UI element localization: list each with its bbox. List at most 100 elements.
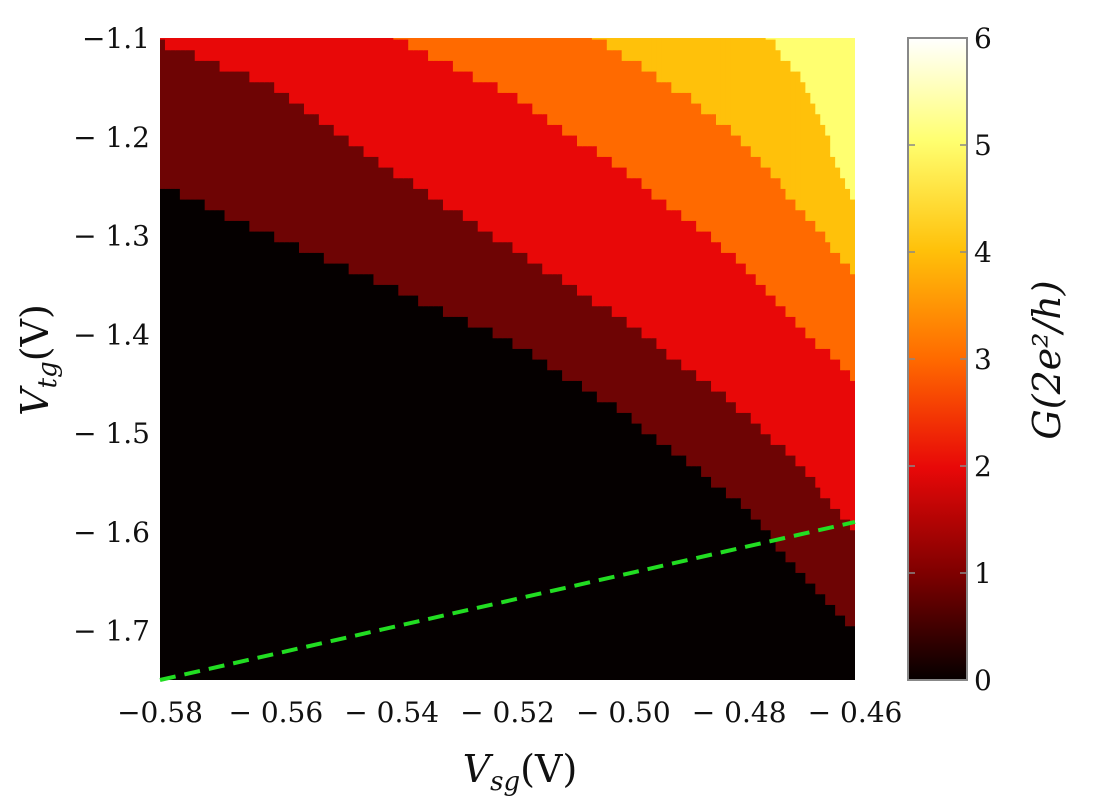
heatmap-cell-G3 (492, 38, 499, 83)
heatmap-cell-G3 (567, 38, 573, 136)
heatmap-cell-G2 (522, 38, 528, 253)
heatmap-cell-G1 (343, 38, 350, 264)
heatmap-cell-G2 (572, 38, 578, 285)
heatmap-cell-G1 (160, 38, 166, 189)
heatmap-cell-G4 (696, 38, 702, 104)
heatmap-cell-G1 (264, 38, 270, 232)
heatmap-cell-G2 (254, 38, 260, 83)
heatmap-cell-G1 (174, 38, 181, 189)
heatmap-cell-G2 (368, 38, 375, 157)
heatmap-cell-G1 (239, 38, 245, 221)
heatmap-cell-G3 (696, 38, 702, 232)
heatmap-cells (160, 38, 855, 627)
heatmap-cell-G2 (502, 38, 509, 243)
colorbar-tick-label: 5 (974, 129, 992, 162)
heatmap-cell-G2 (234, 38, 241, 72)
x-tick-label: − 0.46 (808, 696, 903, 729)
heatmap-cell-G1 (289, 38, 295, 243)
heatmap-cell-G2 (393, 38, 399, 179)
heatmap-cell-G4 (780, 38, 787, 189)
heatmap-cell-G4 (765, 38, 772, 168)
heatmap-cell-G2 (482, 38, 489, 232)
heatmap-cell-G2 (408, 38, 414, 179)
heatmap-cell-G4 (626, 38, 633, 61)
heatmap-cell-G3 (616, 38, 623, 168)
heatmap-cell-G4 (591, 38, 598, 40)
heatmap-cell-G2 (542, 38, 548, 275)
heatmap-cell-G3 (621, 38, 628, 168)
colorbar-gradient (907, 37, 968, 681)
heatmap-cell-G3 (711, 38, 717, 243)
heatmap-cell-G2 (562, 38, 568, 285)
heatmap-cell-G5 (835, 38, 841, 168)
heatmap-cell-G2 (512, 38, 519, 253)
heatmap-cell-G2 (532, 38, 538, 264)
heatmap-cell-G4 (735, 38, 742, 136)
heatmap-cell-G2 (338, 38, 345, 136)
heatmap-cell-G2 (527, 38, 533, 264)
heatmap-cell-G1 (244, 38, 250, 221)
colorbar-ticks: 0 1 2 3 4 5 6 (908, 22, 992, 697)
heatmap-cell-G3 (527, 38, 533, 104)
heatmap-cell-G2 (194, 38, 201, 61)
heatmap-cell-G2 (606, 38, 613, 307)
heatmap-cell-G3 (716, 38, 722, 243)
heatmap-cell-G5 (815, 38, 821, 115)
heatmap-cell-G4 (701, 38, 707, 115)
heatmap-cell-G2 (383, 38, 389, 168)
heatmap-cell-G3 (438, 38, 444, 61)
heatmap-cell-G3 (433, 38, 439, 61)
heatmap-cell-G1 (373, 38, 380, 285)
heatmap-cell-G3 (646, 38, 653, 189)
heatmap-cell-G1 (303, 38, 310, 253)
x-tick-label: − 0.52 (460, 696, 555, 729)
heatmap-cell-G2 (328, 38, 335, 125)
heatmap-cell-G3 (656, 38, 662, 200)
heatmap-cell-G1 (269, 38, 275, 232)
heatmap-cell-G1 (199, 38, 206, 200)
heatmap-cell-G1 (204, 38, 211, 211)
heatmap-cell-G2 (557, 38, 563, 275)
heatmap-cell-G4 (636, 38, 643, 61)
heatmap-cell-G4 (800, 38, 806, 211)
heatmap-cell-G3 (681, 38, 687, 221)
heatmap-cell-G4 (815, 38, 821, 232)
heatmap-cell-G4 (631, 38, 638, 61)
heatmap-cell-G4 (770, 38, 777, 179)
colorbar-tick-label: 1 (974, 557, 992, 590)
x-axis-label: Vsg(V) (463, 747, 578, 797)
heatmap-cell-G4 (745, 38, 752, 147)
heatmap-cell-G2 (164, 38, 171, 51)
heatmap-cell-G5 (790, 38, 797, 72)
heatmap-cell-G2 (274, 38, 280, 93)
heatmap-cell-G4 (825, 38, 831, 243)
heatmap-cell-G3 (581, 38, 588, 147)
heatmap-cell-G2 (249, 38, 255, 83)
colorbar-tick-label: 3 (974, 343, 992, 376)
heatmap-cell-G2 (447, 38, 454, 211)
heatmap-cell-G4 (691, 38, 697, 104)
heatmap-cell-G2 (209, 38, 216, 61)
heatmap-cell-G2 (269, 38, 275, 83)
heatmap-cell-G2 (492, 38, 499, 243)
heatmap-cell-G1 (353, 38, 360, 275)
heatmap-cell-G1 (229, 38, 236, 221)
colorbar-tick-label: 2 (974, 450, 992, 483)
heatmap-cell-G2 (160, 38, 166, 40)
heatmap-cell-G3 (636, 38, 643, 179)
heatmap-cell-G2 (423, 38, 429, 189)
heatmap-cell-G2 (363, 38, 370, 157)
heatmap-cell-G3 (428, 38, 434, 61)
heatmap-cell-G3 (745, 38, 752, 275)
heatmap-cell-G1 (308, 38, 315, 253)
heatmap-cell-G3 (423, 38, 429, 51)
heatmap-cell-G4 (596, 38, 603, 40)
heatmap-cell-G4 (720, 38, 727, 125)
heatmap-cell-G2 (442, 38, 449, 211)
heatmap-cell-G1 (323, 38, 330, 264)
dashed-threshold-line (159, 520, 856, 682)
heatmap-cell-G5 (830, 38, 836, 157)
heatmap-cell-G2 (433, 38, 439, 200)
heatmap-cell-G3 (462, 38, 469, 72)
heatmap-cell-G2 (303, 38, 310, 115)
